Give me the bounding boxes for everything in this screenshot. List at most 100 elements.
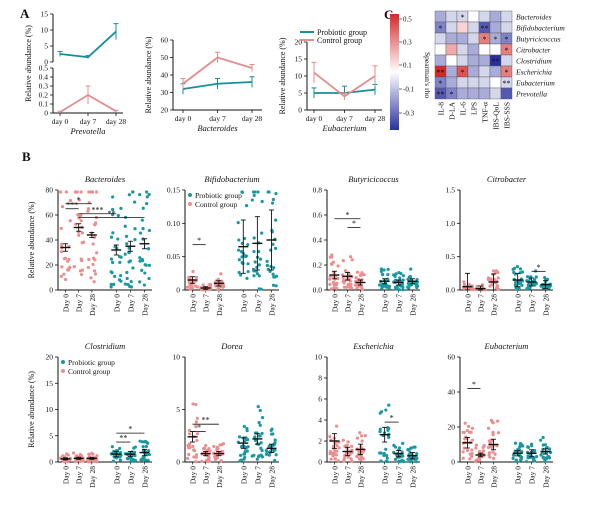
heatmap-cell: [445, 65, 458, 78]
data-point-probiotic: [127, 193, 131, 197]
significance-label: *: [390, 414, 394, 423]
data-point-probiotic: [244, 204, 249, 208]
y-tick-label: 0.4: [39, 73, 49, 82]
data-point-probiotic: [147, 276, 151, 281]
data-point-control: [491, 269, 496, 273]
data-point-probiotic: [525, 275, 530, 279]
data-point-probiotic: [144, 458, 148, 462]
data-point-probiotic: [392, 443, 396, 447]
x-tick-label: Day 28: [267, 466, 276, 488]
data-point-control: [336, 264, 340, 268]
data-point-control: [461, 450, 465, 454]
data-point-probiotic: [260, 415, 265, 420]
data-point-probiotic: [272, 266, 276, 270]
y-tick-label: 0: [451, 458, 455, 467]
data-point-control: [206, 459, 210, 464]
data-point-probiotic: [110, 207, 115, 212]
significance-star: *: [450, 90, 454, 99]
data-point-probiotic: [386, 277, 390, 281]
data-point-control: [359, 455, 364, 460]
x-tick-label: Day 28: [215, 294, 224, 316]
data-point-probiotic: [257, 287, 261, 291]
data-point-probiotic: [259, 441, 263, 445]
data-point-probiotic: [133, 200, 137, 204]
data-point-probiotic: [515, 460, 519, 464]
data-point-control: [335, 443, 339, 448]
data-point-probiotic: [144, 263, 148, 267]
x-tick-label: Day 7: [476, 294, 485, 312]
data-point-probiotic: [252, 274, 256, 278]
x-tick-label: day 7: [209, 114, 226, 123]
heatmap-cell: [434, 32, 447, 45]
data-point-probiotic: [415, 452, 419, 456]
y-tick-label: 15: [41, 10, 49, 19]
data-point-probiotic: [257, 274, 261, 278]
data-point-probiotic: [273, 458, 277, 463]
data-point-control: [74, 222, 78, 226]
heatmap-row-label: Bifidobacterium: [516, 24, 565, 33]
data-point-probiotic: [236, 221, 240, 225]
heatmap-cell: [489, 76, 502, 89]
y-tick-label: 0: [298, 106, 302, 115]
dot-plot-b5: 0 5 10 15 20 Clostridium Relative abundance (%…: [27, 341, 152, 488]
data-point-probiotic: [255, 457, 259, 461]
data-point-probiotic: [127, 260, 131, 264]
x-tick-label: Day 0: [463, 294, 472, 312]
data-point-control: [207, 283, 211, 287]
heatmap-cell: [478, 10, 491, 23]
data-point-probiotic: [119, 206, 123, 210]
data-point-probiotic: [541, 443, 545, 447]
x-tick-label: day 28: [106, 117, 126, 126]
data-point-control: [212, 444, 216, 449]
data-point-control: [64, 190, 69, 194]
heatmap-cell: [467, 43, 480, 56]
heatmap-cell: [456, 21, 469, 34]
data-point-probiotic: [271, 201, 275, 205]
heatmap-cell: [478, 54, 491, 67]
data-point-probiotic: [400, 450, 404, 454]
data-point-probiotic: [266, 190, 270, 194]
data-point-probiotic: [147, 228, 152, 233]
data-point-probiotic: [131, 190, 135, 194]
data-point-control: [185, 285, 190, 289]
data-point-probiotic: [250, 454, 254, 458]
data-point-probiotic: [246, 445, 250, 449]
data-point-probiotic: [270, 228, 274, 233]
y-tick-label: 60: [46, 211, 54, 220]
data-point-control: [482, 443, 486, 448]
data-point-probiotic: [393, 457, 398, 461]
data-point-probiotic: [123, 224, 127, 228]
data-point-probiotic: [245, 276, 249, 280]
data-point-control: [490, 445, 494, 449]
data-point-probiotic: [118, 458, 123, 462]
data-point-control: [76, 213, 80, 217]
data-point-probiotic: [382, 268, 386, 272]
data-point-control: [195, 438, 199, 443]
data-point-control: [68, 198, 73, 203]
y-tick-label: 5: [49, 431, 53, 440]
data-point-probiotic: [133, 454, 137, 458]
data-point-control: [491, 450, 495, 454]
data-point-probiotic: [252, 193, 256, 198]
y-tick-label: 80: [46, 186, 54, 195]
x-tick-label: day 0: [52, 117, 69, 126]
data-point-probiotic: [384, 459, 388, 463]
data-point-probiotic: [392, 273, 396, 277]
data-point-probiotic: [110, 445, 114, 449]
data-point-probiotic: [271, 283, 276, 287]
data-point-probiotic: [379, 267, 383, 271]
data-point-probiotic: [256, 404, 260, 409]
data-point-probiotic: [132, 450, 137, 454]
y-tick-label: 0.6: [313, 211, 323, 220]
data-point-control: [334, 283, 339, 287]
data-point-control: [496, 431, 501, 435]
data-point-probiotic: [271, 272, 275, 276]
x-tick-label: Day 7: [253, 466, 262, 484]
data-point-control: [187, 275, 191, 280]
x-tick-label: day 28: [365, 114, 385, 123]
data-point-probiotic: [246, 269, 250, 274]
significance-star: *: [439, 24, 443, 33]
data-point-probiotic: [412, 445, 416, 449]
